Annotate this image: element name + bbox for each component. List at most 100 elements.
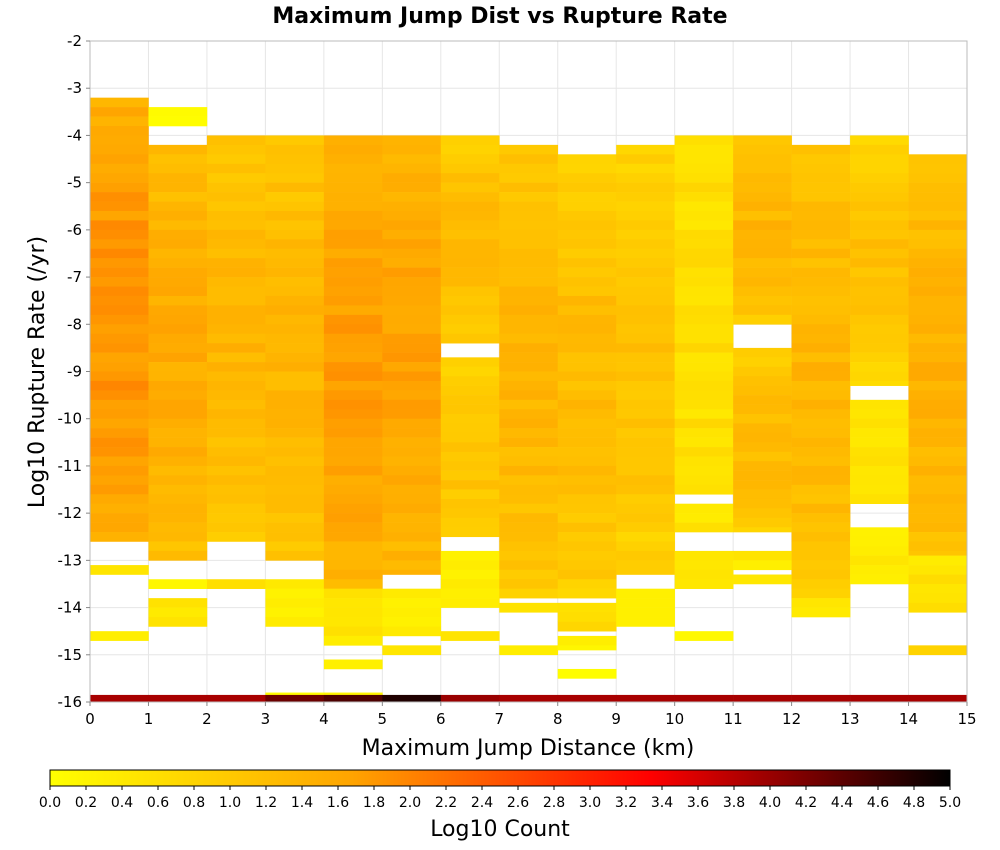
y-tick-label: -7: [67, 268, 82, 286]
heatmap-cell: [90, 125, 149, 136]
heatmap-cell: [382, 437, 442, 448]
heatmap-cell: [850, 154, 909, 165]
heatmap-cell: [850, 465, 909, 476]
x-axis-ticks: 0 1 2 3 4 5 6 7 8 9 10 11 12 13 14 15: [85, 702, 977, 728]
heatmap-cell: [850, 484, 909, 495]
heatmap-cell: [265, 484, 325, 495]
heatmap-cell: [148, 267, 208, 278]
heatmap-cell: [908, 239, 968, 250]
heatmap-cell: [206, 456, 266, 467]
heatmap-cell: [148, 550, 208, 561]
heatmap-cell: [265, 598, 325, 608]
heatmap-cell: [791, 314, 851, 325]
heatmap-cell: [90, 399, 149, 410]
heatmap-cell: [616, 390, 675, 401]
heatmap-cell: [323, 173, 383, 183]
heatmap-cell: [90, 286, 149, 297]
heatmap-cell: [674, 418, 734, 429]
heatmap-cell: [499, 144, 559, 155]
heatmap-cell: [382, 144, 442, 155]
x-tick-label: 11: [724, 710, 743, 728]
heatmap-cell: [733, 258, 792, 268]
heatmap-cell-baseline: [499, 694, 559, 702]
x-tick-label: 5: [378, 710, 388, 728]
heatmap-cell: [440, 498, 500, 509]
heatmap-cell: [791, 399, 851, 410]
heatmap-cell: [499, 437, 559, 448]
heatmap-cell: [557, 220, 617, 231]
heatmap-cell: [908, 314, 968, 325]
heatmap-cell: [206, 220, 266, 231]
heatmap-cell: [908, 503, 968, 514]
heatmap-cell: [323, 607, 383, 618]
heatmap-cell: [382, 541, 442, 552]
heatmap-cell: [908, 220, 968, 231]
heatmap-cell: [557, 229, 617, 240]
heatmap-cell: [90, 182, 149, 193]
heatmap-cell: [440, 286, 500, 297]
colorbar-tick-label: 0.2: [75, 795, 97, 811]
heatmap-cell: [206, 513, 266, 523]
heatmap-cell: [440, 144, 500, 155]
heatmap-cell: [90, 456, 149, 467]
heatmap-cell: [499, 277, 559, 287]
heatmap-cell: [382, 484, 442, 495]
heatmap-cell: [90, 97, 149, 108]
heatmap-cell: [206, 418, 266, 429]
heatmap-cell: [908, 447, 968, 457]
heatmap-cell: [499, 602, 559, 613]
heatmap-cell: [265, 371, 325, 382]
heatmap-cell: [206, 163, 266, 174]
heatmap-cell: [791, 154, 851, 165]
heatmap-cell: [791, 362, 851, 372]
y-axis-label: Log10 Rupture Rate (/yr): [25, 236, 50, 508]
heatmap-cell: [908, 333, 968, 344]
y-tick-label: -14: [58, 599, 83, 617]
heatmap-cell: [850, 447, 909, 457]
heatmap-cell: [674, 503, 734, 514]
heatmap-cell: [382, 371, 442, 382]
heatmap-cell: [850, 380, 909, 386]
heatmap-cell-baseline: [616, 694, 675, 702]
heatmap-cell: [616, 371, 675, 382]
heatmap-cell: [850, 475, 909, 486]
heatmap-cell: [265, 192, 325, 202]
x-tick-label: 6: [436, 710, 446, 728]
heatmap-cell: [791, 503, 851, 514]
heatmap-cell: [148, 229, 208, 240]
heatmap-cell: [674, 135, 734, 146]
heatmap-cell: [557, 352, 617, 363]
heatmap-cell: [90, 220, 149, 231]
heatmap-cell: [557, 192, 617, 202]
heatmap-cell: [440, 631, 500, 641]
heatmap-cell: [674, 192, 734, 202]
heatmap-cell: [323, 380, 383, 391]
heatmap-cell: [557, 418, 617, 429]
heatmap-cell: [206, 522, 266, 533]
heatmap-cell: [791, 494, 851, 504]
heatmap-cell: [323, 277, 383, 287]
heatmap-cell: [908, 258, 968, 268]
heatmap-cell: [850, 286, 909, 297]
heatmap-cell: [206, 144, 266, 155]
heatmap-cell: [382, 399, 442, 410]
heatmap-cell: [90, 277, 149, 287]
heatmap-cell: [90, 565, 149, 575]
heatmap-cell: [791, 437, 851, 448]
heatmap-cell: [440, 588, 500, 599]
heatmap-cell: [850, 201, 909, 212]
heatmap-cell: [674, 456, 734, 467]
heatmap-cell: [674, 550, 734, 561]
heatmap-cell: [265, 532, 325, 542]
heatmap-cell: [850, 229, 909, 240]
heatmap-cell: [908, 380, 968, 391]
heatmap-cell: [148, 380, 208, 391]
heatmap-cell: [90, 418, 149, 429]
heatmap-cell: [674, 144, 734, 155]
heatmap-cell: [265, 503, 325, 514]
heatmap-cell: [265, 163, 325, 174]
heatmap-cell: [733, 498, 792, 509]
heatmap-cell: [382, 248, 442, 259]
heatmap-cell: [323, 305, 383, 316]
heatmap-cell: [791, 522, 851, 533]
